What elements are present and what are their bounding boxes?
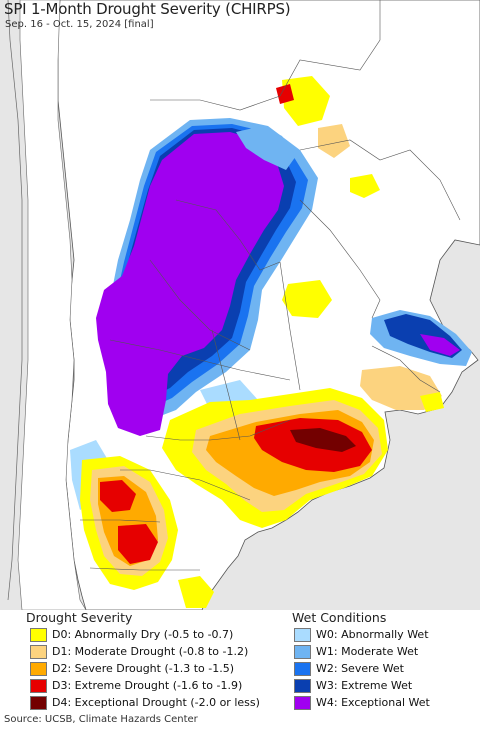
legend-item-d3: D3: Extreme Drought (-1.6 to -1.9): [30, 677, 286, 694]
legend-label-w3: W3: Extreme Wet: [316, 679, 413, 692]
legend-swatch-w0: [294, 627, 311, 642]
dry-paraguay-d0: [350, 174, 380, 198]
legend-swatch-d0: [30, 627, 47, 642]
legend-label-d1: D1: Moderate Drought (-0.8 to -1.2): [52, 645, 249, 658]
legend-swatch-w2: [294, 661, 311, 676]
legend-item-d0: D0: Abnormally Dry (-0.5 to -0.7): [30, 626, 286, 643]
legend-swatch-w1: [294, 644, 311, 659]
legend-wet-heading: Wet Conditions: [292, 610, 387, 625]
legend-item-w2: W2: Severe Wet: [294, 660, 480, 677]
legend-label-d2: D2: Severe Drought (-1.3 to -1.5): [52, 662, 235, 675]
legend-swatch-d3: [30, 678, 47, 693]
dry-central-d0: [282, 280, 332, 318]
borders: [80, 0, 461, 571]
legend-label-w1: W1: Moderate Wet: [316, 645, 419, 658]
dry-bolivia-d3: [276, 84, 294, 104]
legend-item-d1: D1: Moderate Drought (-0.8 to -1.2): [30, 643, 286, 660]
dry-uruguay-d0: [420, 392, 444, 412]
legend-swatch-w3: [294, 678, 311, 693]
legend-drought: Drought Severity D0: Abnormally Dry (-0.…: [26, 610, 286, 710]
dry-south-d0-east: [178, 576, 214, 608]
dry-south-d3a: [100, 480, 136, 512]
legend-label-w4: W4: Exceptional Wet: [316, 696, 430, 709]
legend-label-w2: W2: Severe Wet: [316, 662, 404, 675]
legend-item-w3: W3: Extreme Wet: [294, 677, 480, 694]
legend-wet: Wet Conditions W0: Abnormally Wet W1: Mo…: [292, 610, 480, 710]
dry-bolivia-d1: [318, 124, 350, 158]
legend-item-d2: D2: Severe Drought (-1.3 to -1.5): [30, 660, 286, 677]
source-credit: Source: UCSB, Climate Hazards Center: [4, 714, 198, 725]
pacific-coast: [7, 0, 23, 601]
legend-swatch-d4: [30, 695, 47, 710]
legend-item-w1: W1: Moderate Wet: [294, 643, 480, 660]
drought-map: [0, 0, 480, 610]
map-subtitle: Sep. 16 - Oct. 15, 2024 [final]: [5, 19, 154, 30]
legend-label-d3: D3: Extreme Drought (-1.6 to -1.9): [52, 679, 243, 692]
legend-label-d4: D4: Exceptional Drought (-2.0 or less): [52, 696, 260, 709]
legend-item-w4: W4: Exceptional Wet: [294, 694, 480, 711]
legend-label-w0: W0: Abnormally Wet: [316, 628, 429, 641]
dry-south-d3b: [118, 524, 158, 564]
dry-pampas-d4: [290, 428, 356, 452]
legend-item-d4: D4: Exceptional Drought (-2.0 or less): [30, 694, 286, 711]
chile-strip: [17, 0, 87, 610]
legend-label-d0: D0: Abnormally Dry (-0.5 to -0.7): [52, 628, 234, 641]
wet-w4-north: [96, 132, 284, 436]
wet-northeast-w4: [420, 334, 460, 356]
map-title: SPI 1-Month Drought Severity (CHIRPS): [4, 0, 291, 18]
wet-bolivia: [236, 126, 296, 170]
dry-bolivia-d0: [282, 76, 330, 126]
legend-swatch-d2: [30, 661, 47, 676]
legend-item-w0: W0: Abnormally Wet: [294, 626, 480, 643]
legend-swatch-w4: [294, 695, 311, 710]
legend-drought-heading: Drought Severity: [26, 610, 133, 625]
legend-swatch-d1: [30, 644, 47, 659]
